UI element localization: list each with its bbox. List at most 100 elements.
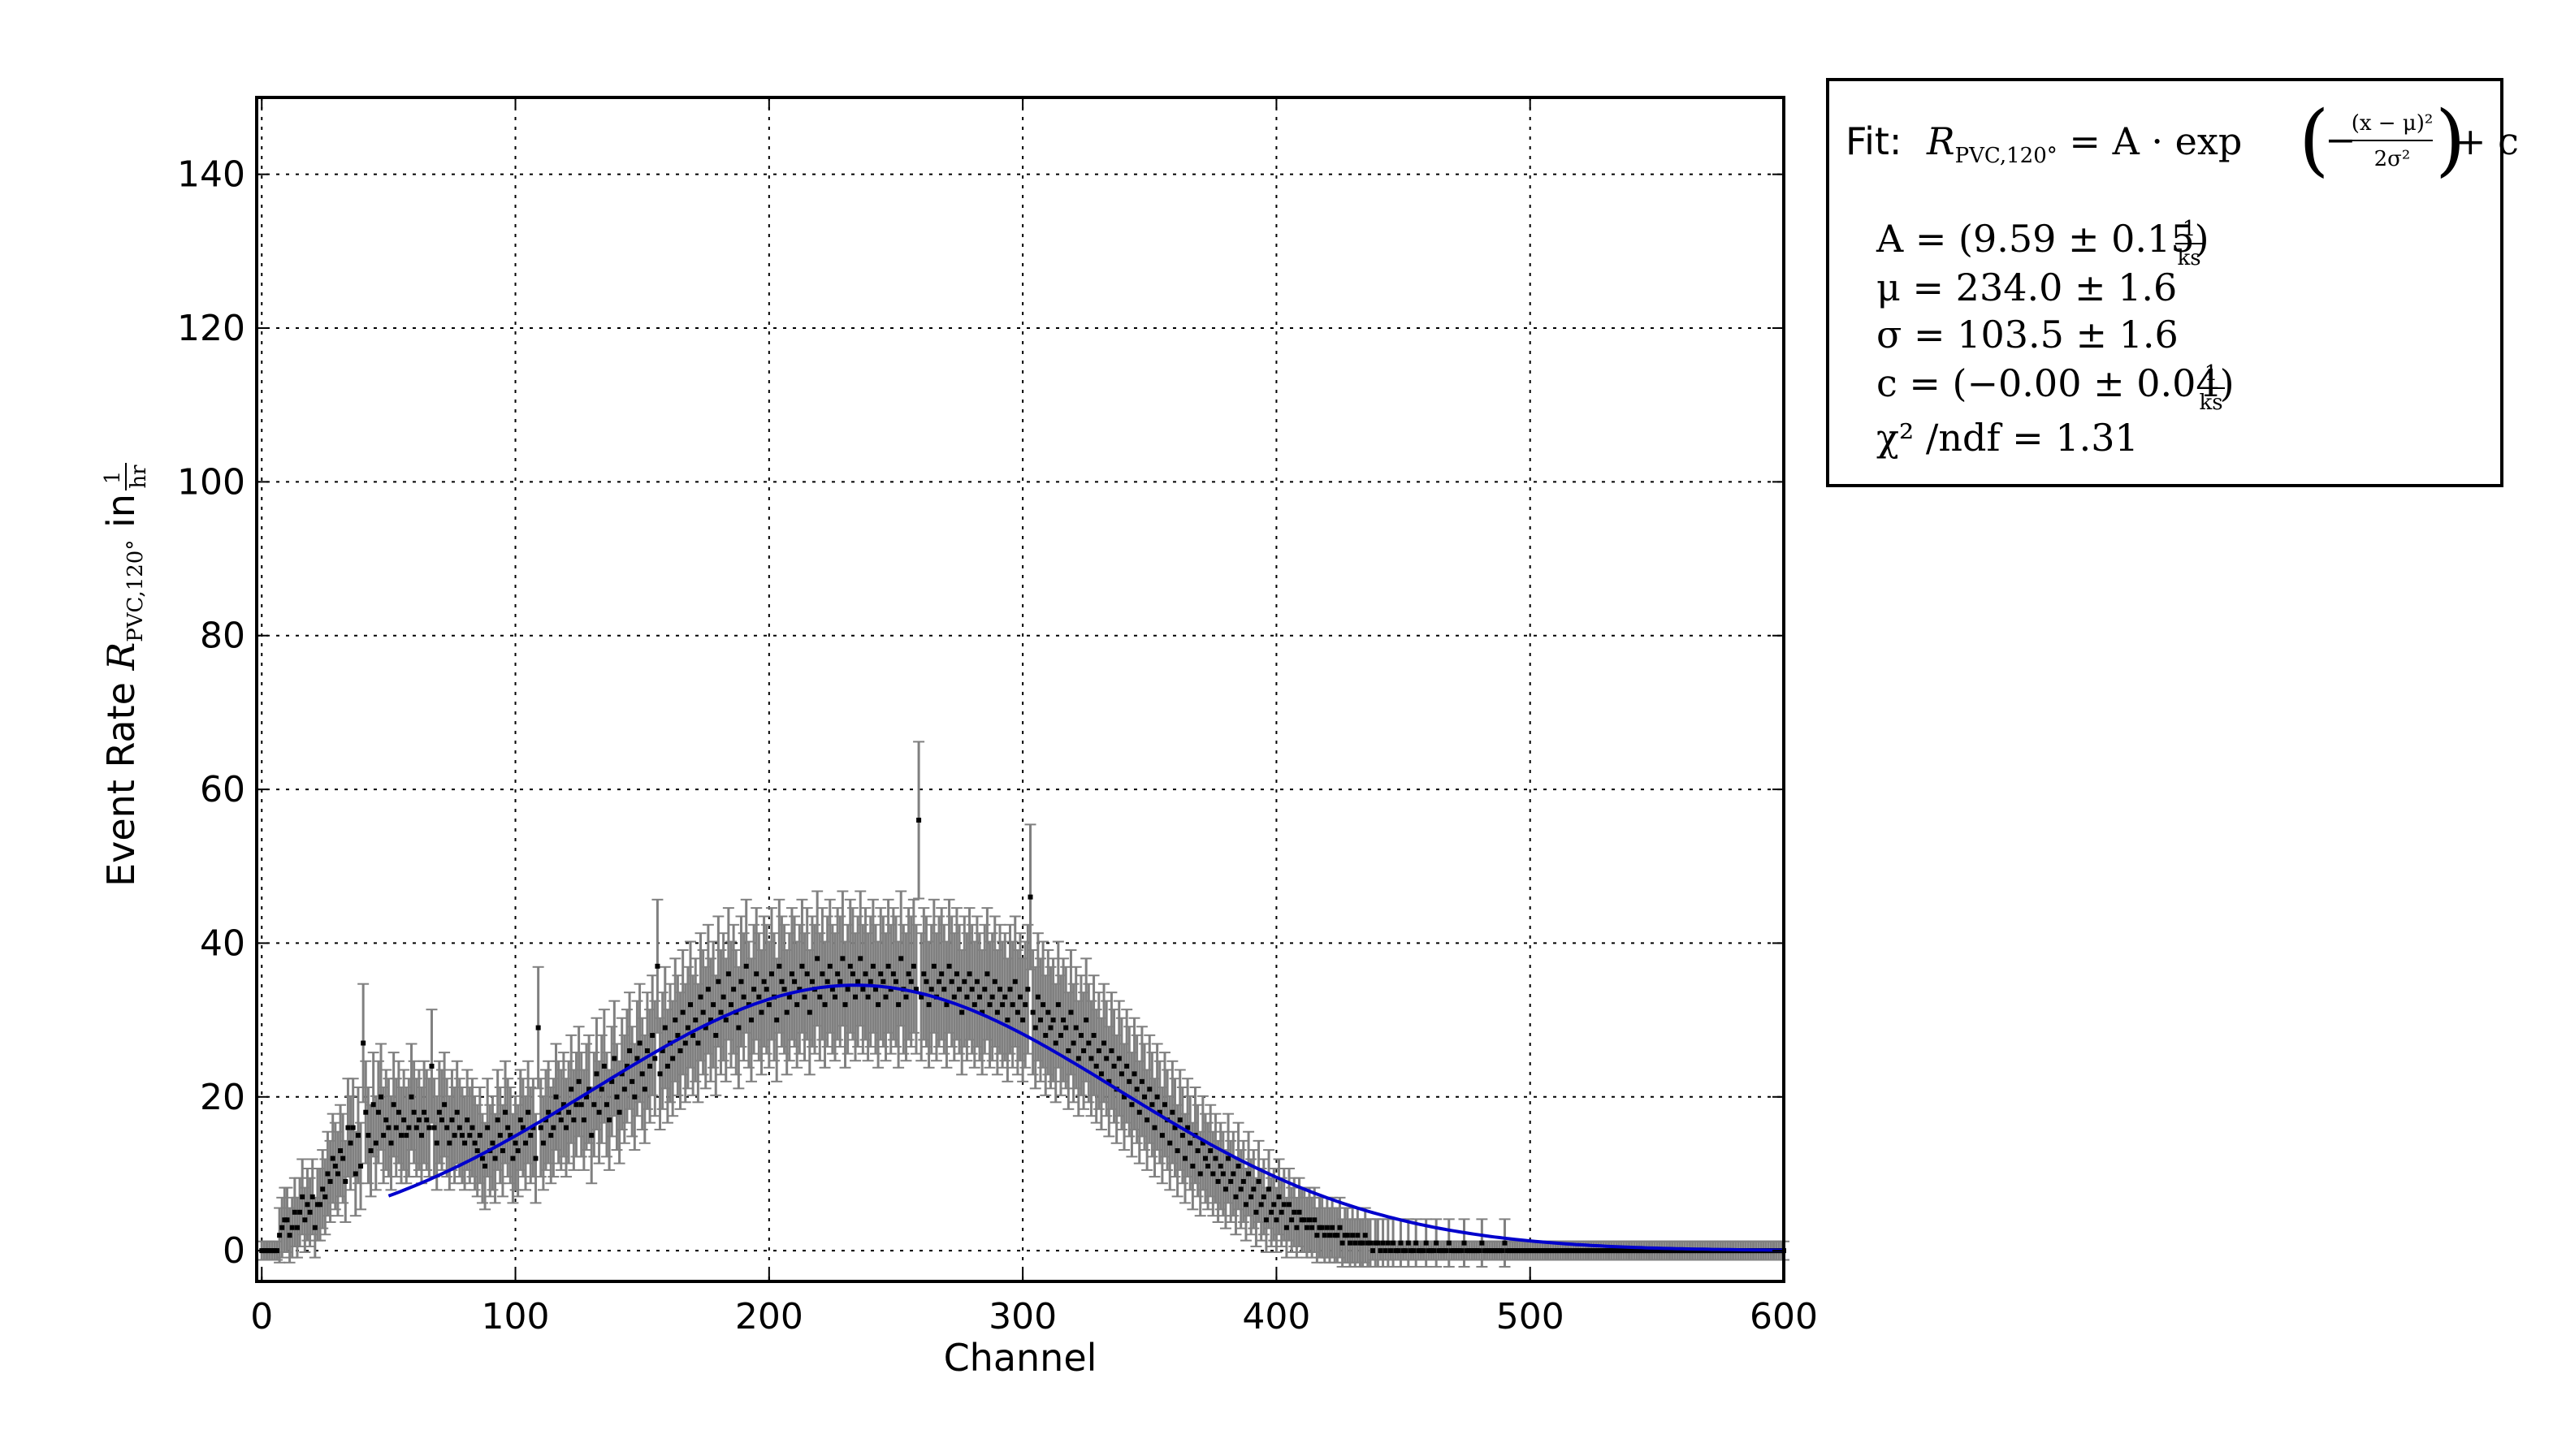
data-point	[1048, 1025, 1054, 1030]
data-point	[1129, 1102, 1135, 1108]
data-point	[754, 971, 759, 977]
data-point	[1552, 1248, 1558, 1254]
data-point	[1233, 1194, 1239, 1199]
data-point	[835, 971, 841, 977]
data-point	[688, 1002, 694, 1008]
fit-paren-left: (	[2299, 94, 2329, 185]
data-point	[725, 971, 731, 977]
data-point	[312, 1225, 318, 1230]
data-point	[1352, 1240, 1358, 1246]
data-point	[396, 1109, 401, 1115]
data-point	[1041, 1002, 1046, 1008]
fit-curve-group	[387, 983, 1784, 1252]
data-point	[573, 1102, 579, 1108]
x-tick-label: 300	[989, 1296, 1057, 1337]
data-point	[673, 1017, 678, 1023]
data-point	[903, 994, 909, 1000]
data-point	[896, 1002, 902, 1008]
y-tick-label: 100	[177, 461, 245, 503]
data-point	[799, 963, 805, 969]
data-point	[1324, 1225, 1330, 1230]
data-point	[1507, 1248, 1512, 1254]
data-point	[1301, 1217, 1307, 1223]
fit-legend-frame	[1826, 78, 2503, 487]
data-point	[1613, 1248, 1619, 1254]
data-point	[1124, 1063, 1130, 1069]
data-point	[1550, 1248, 1556, 1254]
data-point	[1235, 1163, 1241, 1169]
data-point	[751, 987, 757, 992]
data-point	[1428, 1248, 1434, 1254]
data-point	[467, 1133, 473, 1138]
data-point	[1547, 1248, 1553, 1254]
data-point	[1687, 1248, 1693, 1254]
data-point	[540, 1140, 546, 1146]
data-point	[720, 994, 726, 1000]
data-point	[1157, 1109, 1162, 1115]
fit-exp-numerator: (x − μ)²	[2352, 111, 2434, 136]
data-point	[1179, 1133, 1185, 1138]
data-point	[510, 1156, 516, 1161]
data-point	[1535, 1248, 1541, 1254]
data-point	[731, 987, 737, 992]
data-point	[1426, 1248, 1431, 1254]
data-point	[949, 979, 954, 984]
data-point	[642, 1087, 647, 1092]
data-point	[1588, 1248, 1594, 1254]
data-point	[1177, 1117, 1183, 1123]
data-point	[1669, 1248, 1675, 1254]
data-point	[713, 1033, 719, 1039]
data-point	[644, 1048, 650, 1053]
data-point	[1154, 1094, 1160, 1100]
data-point	[792, 979, 798, 984]
data-point	[492, 1156, 498, 1161]
data-point	[1357, 1240, 1363, 1246]
data-point	[850, 971, 855, 977]
data-point	[637, 1040, 643, 1046]
data-point	[578, 1102, 584, 1108]
data-point	[353, 1171, 358, 1177]
data-point	[1608, 1248, 1614, 1254]
data-point	[766, 1002, 772, 1008]
fit-chi2-ndf: χ² /ndf = 1.31	[1876, 416, 2139, 460]
data-point	[1391, 1240, 1396, 1246]
data-point	[1629, 1248, 1634, 1254]
data-point	[728, 1002, 733, 1008]
data-point	[1045, 1009, 1051, 1015]
data-point	[957, 987, 963, 992]
data-point	[748, 1017, 754, 1023]
data-point	[937, 979, 942, 984]
data-point	[1509, 1248, 1515, 1254]
data-point	[951, 994, 957, 1000]
data-point	[1573, 1248, 1578, 1254]
data-point	[1578, 1248, 1584, 1254]
data-point	[266, 1248, 272, 1254]
data-point	[931, 963, 937, 969]
data-point	[1367, 1240, 1373, 1246]
data-point	[1058, 1033, 1063, 1039]
data-point	[1611, 1248, 1616, 1254]
data-point	[1175, 1148, 1180, 1154]
data-point	[292, 1209, 297, 1215]
data-point	[1240, 1178, 1246, 1184]
data-point	[1380, 1240, 1386, 1246]
data-point	[853, 994, 859, 1000]
data-point	[888, 987, 894, 992]
data-point	[941, 987, 947, 992]
data-point	[1662, 1248, 1668, 1254]
data-point	[1489, 1248, 1495, 1254]
data-point	[607, 1117, 612, 1123]
data-point	[490, 1140, 495, 1146]
fit-legend-box: Fit: RPVC,120° = A · exp ( − (x − μ)² 2σ…	[1826, 78, 2519, 487]
data-point	[870, 963, 876, 969]
data-point	[820, 971, 825, 977]
data-point	[1456, 1248, 1462, 1254]
data-point	[1202, 1156, 1208, 1161]
data-point	[1443, 1248, 1449, 1254]
data-point	[586, 1087, 592, 1092]
data-point	[1195, 1148, 1201, 1154]
data-point	[361, 1040, 366, 1046]
fit-minus: −	[2325, 118, 2356, 162]
data-point	[1037, 1017, 1043, 1023]
data-point	[1281, 1202, 1287, 1208]
